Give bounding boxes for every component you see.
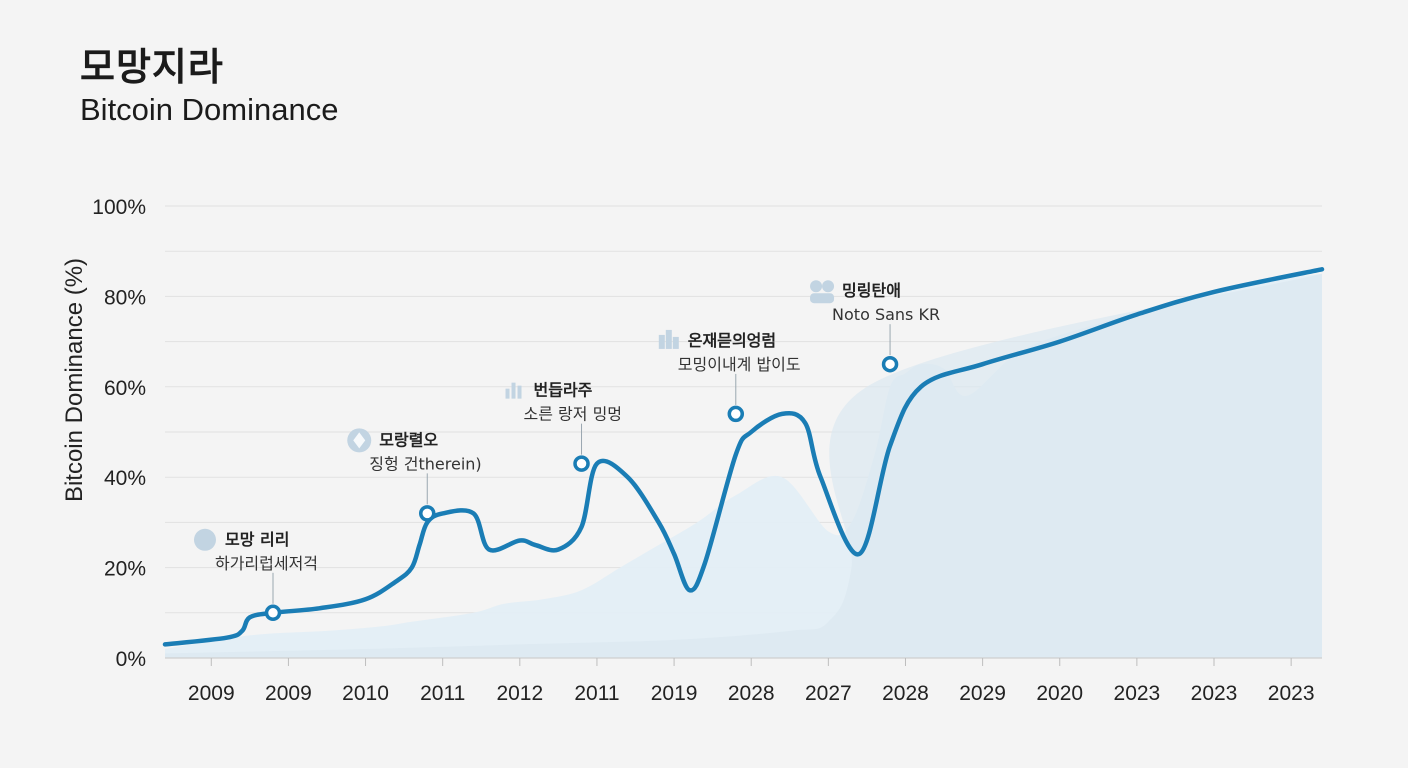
- annotation-title: 모랑렬오: [379, 430, 438, 449]
- coin-icon: [193, 528, 216, 551]
- annotation-subtitle: 소른 랑저 밍멍: [524, 405, 623, 424]
- x-tick-label: 2028: [728, 682, 775, 705]
- annotation-subtitle: 모밍이내계 밥이도: [678, 355, 801, 374]
- x-tick-label: 2009: [265, 682, 312, 705]
- title-block: 모망지라 Bitcoin Dominance: [80, 44, 338, 130]
- x-tick-label: 2020: [1036, 682, 1083, 705]
- annotation-title: 온재믇의엉럼: [688, 331, 776, 350]
- ethereum-glyph: [353, 432, 366, 449]
- x-tick-label: 2023: [1191, 682, 1238, 705]
- y-axis-label: Bitcoin Dominance (%): [61, 258, 88, 502]
- x-tick-label: 2027: [805, 682, 852, 705]
- annotation-subtitle: 하가리럽세저걱: [215, 554, 318, 573]
- data-point-marker: [573, 455, 590, 472]
- data-point-marker: [881, 355, 899, 373]
- y-tick-label: 80%: [104, 286, 146, 309]
- y-tick-label: 20%: [104, 558, 146, 581]
- building-icon: [658, 334, 665, 349]
- x-tick-label: 2011: [574, 682, 619, 705]
- x-tick-label: 2023: [1114, 682, 1161, 705]
- data-point-marker: [419, 505, 436, 522]
- annotation-title: 모망 리리: [225, 530, 289, 549]
- x-tick-label: 2028: [882, 682, 929, 705]
- x-tick-label: 2023: [1268, 682, 1315, 705]
- x-tick-label: 2011: [420, 682, 465, 705]
- marker-layer: [264, 355, 899, 622]
- annotation-title: 밍링탄애: [842, 281, 901, 300]
- area-layer: [165, 273, 1322, 658]
- people-icon-head: [822, 280, 835, 293]
- y-tick-label: 100%: [92, 196, 146, 219]
- chart-icon-bar: [511, 382, 516, 399]
- chart-title: 모망지라: [80, 45, 224, 89]
- data-point-marker: [264, 604, 282, 622]
- y-tick-label: 60%: [104, 377, 146, 400]
- building-icon-block: [672, 336, 679, 349]
- people-icon-body: [810, 293, 835, 304]
- chart-icon-bar: [517, 385, 522, 399]
- x-tick-label: 2010: [342, 682, 389, 705]
- annotation: 밍링탄애 Noto Sans KR: [810, 280, 940, 356]
- x-tick-label: 2009: [188, 682, 235, 705]
- annotation-subtitle: 징헝 건therein): [369, 454, 481, 473]
- line-layer: [162, 267, 1325, 647]
- people-icon: [810, 280, 823, 293]
- x-tick-label: 2029: [959, 682, 1006, 705]
- data-point-marker: [727, 405, 745, 423]
- annotation-subtitle: Noto Sans KR: [832, 305, 940, 324]
- annotation-title: 번듭라주: [534, 381, 593, 400]
- series-line: [162, 267, 1325, 647]
- chart-icon: [505, 388, 510, 399]
- chart-subtitle: Bitcoin Dominance: [80, 92, 339, 127]
- series-area: [165, 273, 1322, 658]
- y-tick-label: 0%: [116, 648, 146, 671]
- axis-layer: 0% 20% 40% 60% 80% 100% 2009 2009 2010 2011 2012 20…: [92, 196, 1322, 705]
- building-icon-tower: [665, 329, 672, 349]
- y-tick-label: 40%: [104, 467, 146, 490]
- x-tick-label: 2019: [651, 682, 698, 705]
- x-tick-label: 2012: [496, 682, 543, 705]
